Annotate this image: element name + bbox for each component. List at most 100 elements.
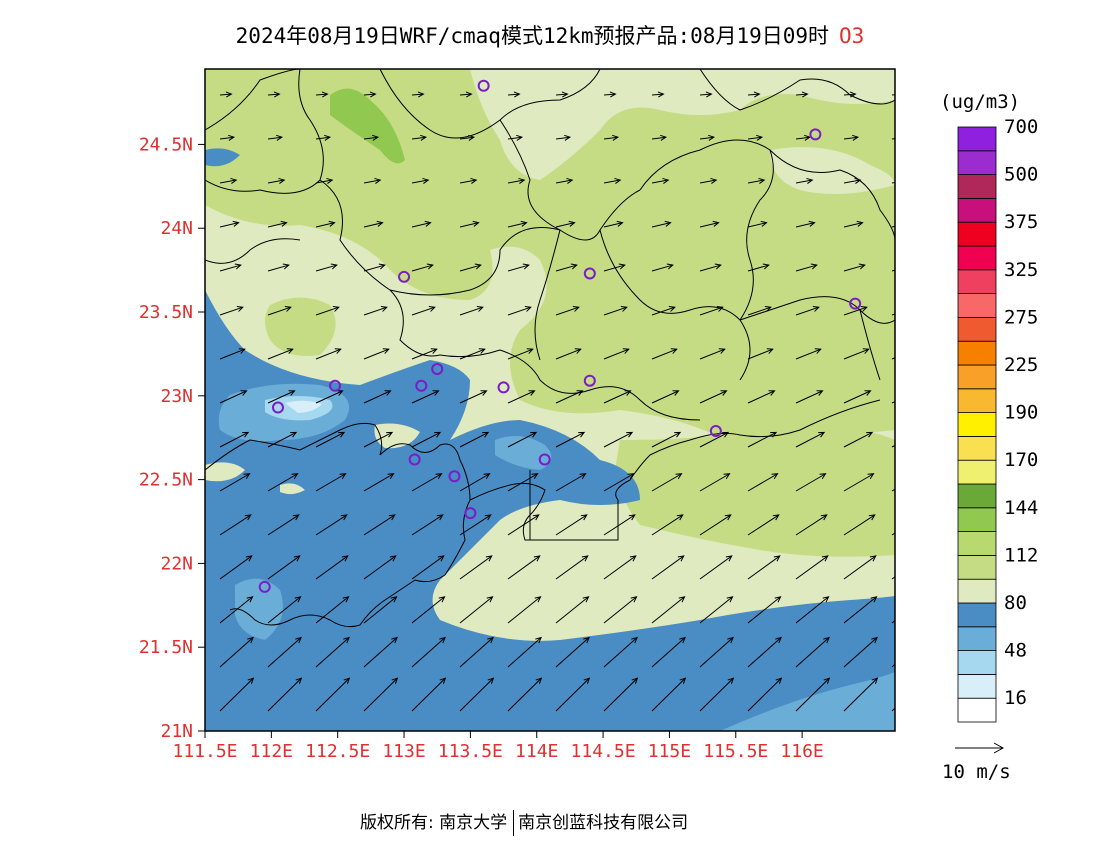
wind-arrow [603,134,620,141]
colorbar-swatch [957,459,997,485]
station-markers [258,79,862,593]
colorbar-swatch [957,340,997,366]
wind-arrow [459,636,494,668]
wind-arrow [411,555,445,580]
field-48-patch-east [495,436,552,470]
wind-arrow [555,596,590,624]
wind-arrow [507,473,539,492]
wind-arrow [747,677,783,712]
field-16-patch-pearl [285,400,322,413]
wind-arrow [699,348,726,360]
lat-tick-label: 21.5N [139,637,193,658]
wind-arrow [843,677,879,712]
wind-arrow [555,677,591,712]
wind-arrow [651,431,682,448]
wind-arrow [795,555,829,580]
wind-arrow [747,473,779,492]
wind-arrow [651,348,678,360]
colorbar-swatch [957,316,997,342]
wind-arrow [219,390,248,404]
company-text: 南京创蓝科技有限公司 [518,813,689,833]
wind-arrow [651,636,686,668]
wind-arrow [699,596,734,624]
lon-tick-label: 115.5E [703,741,768,762]
lat-tick-label: 23.5N [139,302,193,323]
wind-arrow [603,177,622,184]
wind-arrow [555,220,576,228]
wind-arrow [651,390,680,404]
wind-arrow [363,636,398,668]
wind-arrow [315,677,351,712]
wind-arrow [651,134,668,141]
field-48-band-se [720,672,895,731]
colorbar-label: 16 [1004,687,1027,709]
wind-arrow [843,636,878,668]
wind-arrow [363,596,398,624]
colorbar-swatch [957,650,997,675]
wind-arrow [219,636,254,668]
colorbar: 16 48 80 112 144 170 190 225 275 325 375 500 700 [957,116,1038,723]
wind-arrow [891,532,895,536]
lat-tick-label: 24.5N [139,134,193,155]
field-64-patch-north [205,148,240,167]
monitoring-station-marker [709,425,722,438]
wind-arrow [507,220,528,228]
wind-arrow [459,473,491,492]
wind-arrow [603,390,632,404]
colorbar-swatch [957,483,997,509]
wind-arrow [459,390,488,404]
wind-arrow [507,431,538,448]
wind-arrow [795,177,814,184]
colorbar-swatch [957,364,997,390]
wind-arrow [891,576,895,580]
wind-arrow [747,305,772,316]
wind-arrow [747,431,778,448]
admin-boundaries [205,69,895,421]
wind-arrow [363,431,394,448]
copyright-text: 版权所有: 南京大学 [360,813,508,833]
wind-arrow [891,619,895,624]
wind-arrow [843,134,860,141]
wind-arrow [267,636,302,668]
colorbar-label: 144 [1004,497,1038,519]
wind-arrow [699,263,722,272]
wind-vectors [219,91,895,712]
wind-arrow [219,134,236,141]
wind-arrow [747,348,774,360]
colorbar-swatch [957,674,997,699]
wind-arrow [651,555,685,580]
wind-arrow [267,431,298,448]
wind-arrow [507,91,521,98]
wind-arrow [603,263,626,272]
wind-arrow [507,555,541,580]
longitude-axis: 111.5E 112E 112.5E 113E 113.5E 114E 114.5E 115E… [172,731,824,762]
monitoring-station-marker [477,79,490,92]
lon-tick-label: 114E [515,741,558,762]
wind-arrow [795,677,831,712]
field-48-patch-shore [238,418,262,430]
wind-arrow [747,636,782,668]
colorbar-label: 170 [1004,449,1038,471]
wind-arrow [315,390,344,404]
wind-arrow [459,348,486,360]
wind-arrow [315,636,350,668]
monitoring-station-marker [538,453,551,466]
colorbar-swatch [957,507,997,532]
wind-arrow [507,514,540,536]
wind-arrow [651,91,665,98]
monitoring-station-marker [258,580,271,593]
wind-arrow [507,134,524,141]
monitoring-station-marker [809,128,822,141]
wind-arrow [891,707,895,712]
wind-arrow [843,514,876,536]
wind-arrow [411,596,446,624]
wind-arrow [843,596,878,624]
wind-arrow [795,134,812,141]
wind-arrow [507,348,534,360]
wind-arrow [363,348,390,360]
field-128-patch-north [330,88,405,164]
wind-arrow [603,473,635,492]
colorbar-swatch [957,578,997,604]
wind-arrow [315,134,332,141]
wind-arrow [699,514,732,536]
